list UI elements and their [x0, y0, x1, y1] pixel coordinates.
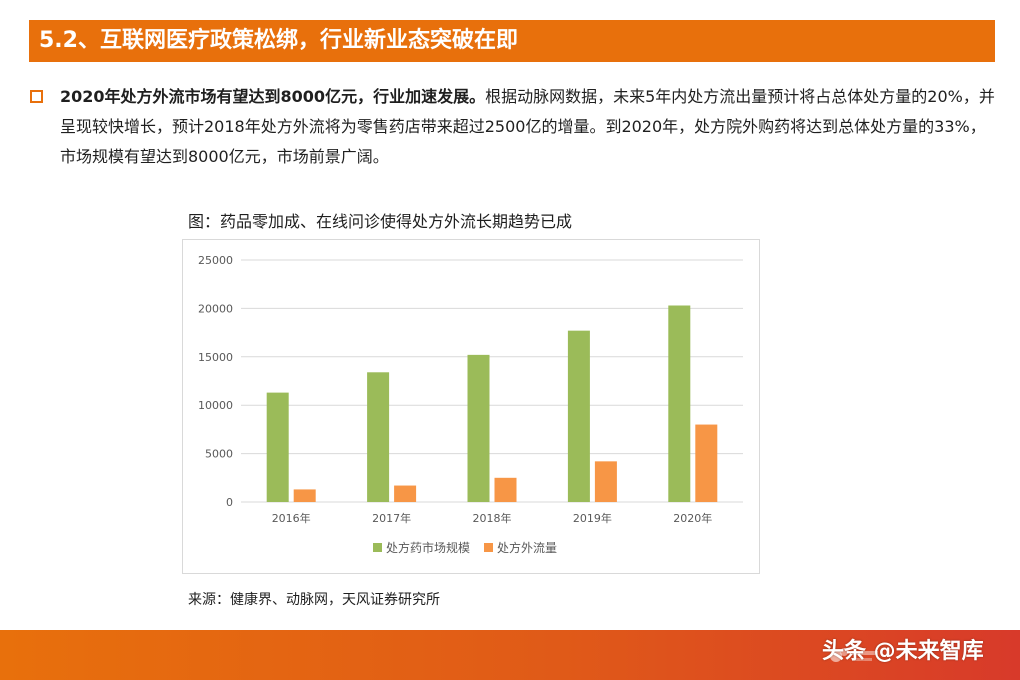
y-tick-label: 5000: [205, 448, 233, 461]
bar-rx-market: [367, 372, 390, 502]
paragraph-bold-lead: 2020年处方外流市场有望达到8000亿元，行业加速发展。: [60, 87, 486, 106]
y-tick-label: 25000: [198, 254, 233, 267]
y-tick-label: 20000: [198, 302, 233, 315]
body-paragraph: 2020年处方外流市场有望达到8000亿元，行业加速发展。根据动脉网数据，未来5…: [60, 82, 995, 172]
bar-rx-outflow: [494, 477, 517, 502]
legend-swatch: [484, 543, 493, 552]
section-title: 5.2、互联网医疗政策松绑，行业新业态突破在即: [39, 28, 518, 53]
y-tick-label: 0: [226, 496, 233, 509]
bar-chart: 0 5000 10000 15000 20000 25000 2016年 2017年 2018年…: [182, 239, 760, 574]
bar-rx-market: [668, 305, 691, 502]
figure-source: 来源：健康界、动脉网，天风证券研究所: [188, 592, 440, 608]
legend-swatch: [373, 543, 382, 552]
bar-rx-market: [467, 354, 490, 502]
bar-rx-market: [266, 392, 289, 502]
y-tick-label: 10000: [198, 399, 233, 412]
chart-svg: 0 5000 10000 15000 20000 25000 2016年 2017年 2018年…: [198, 254, 743, 555]
bar-rx-outflow: [695, 424, 718, 502]
y-tick-label: 15000: [198, 351, 233, 364]
x-tick-label: 2020年: [673, 511, 712, 525]
x-tick-label: 2017年: [372, 511, 411, 525]
bullet-square-icon: [30, 90, 43, 103]
tf-securities-logo-icon: [830, 648, 878, 662]
legend-label: 处方外流量: [497, 540, 557, 555]
x-tick-label: 2016年: [272, 511, 311, 525]
footer-band: [0, 630, 1020, 680]
x-tick-label: 2019年: [573, 511, 612, 525]
legend-label: 处方药市场规模: [386, 540, 470, 555]
bar-rx-market: [567, 330, 590, 502]
bar-rx-outflow: [594, 461, 617, 502]
watermark-text: 头条 @未来智库: [822, 639, 984, 664]
section-header-bar: 5.2、互联网医疗政策松绑，行业新业态突破在即: [29, 20, 995, 62]
x-tick-label: 2018年: [473, 511, 512, 525]
paragraph-body: 根据动脉网数据，未来5年内处方流出量预计将占总体处方量的20%，并呈现较快增长，…: [60, 87, 995, 166]
bar-rx-outflow: [394, 485, 417, 502]
figure-caption: 图：药品零加成、在线问诊使得处方外流长期趋势已成: [188, 212, 573, 231]
bar-rx-outflow: [293, 489, 316, 502]
